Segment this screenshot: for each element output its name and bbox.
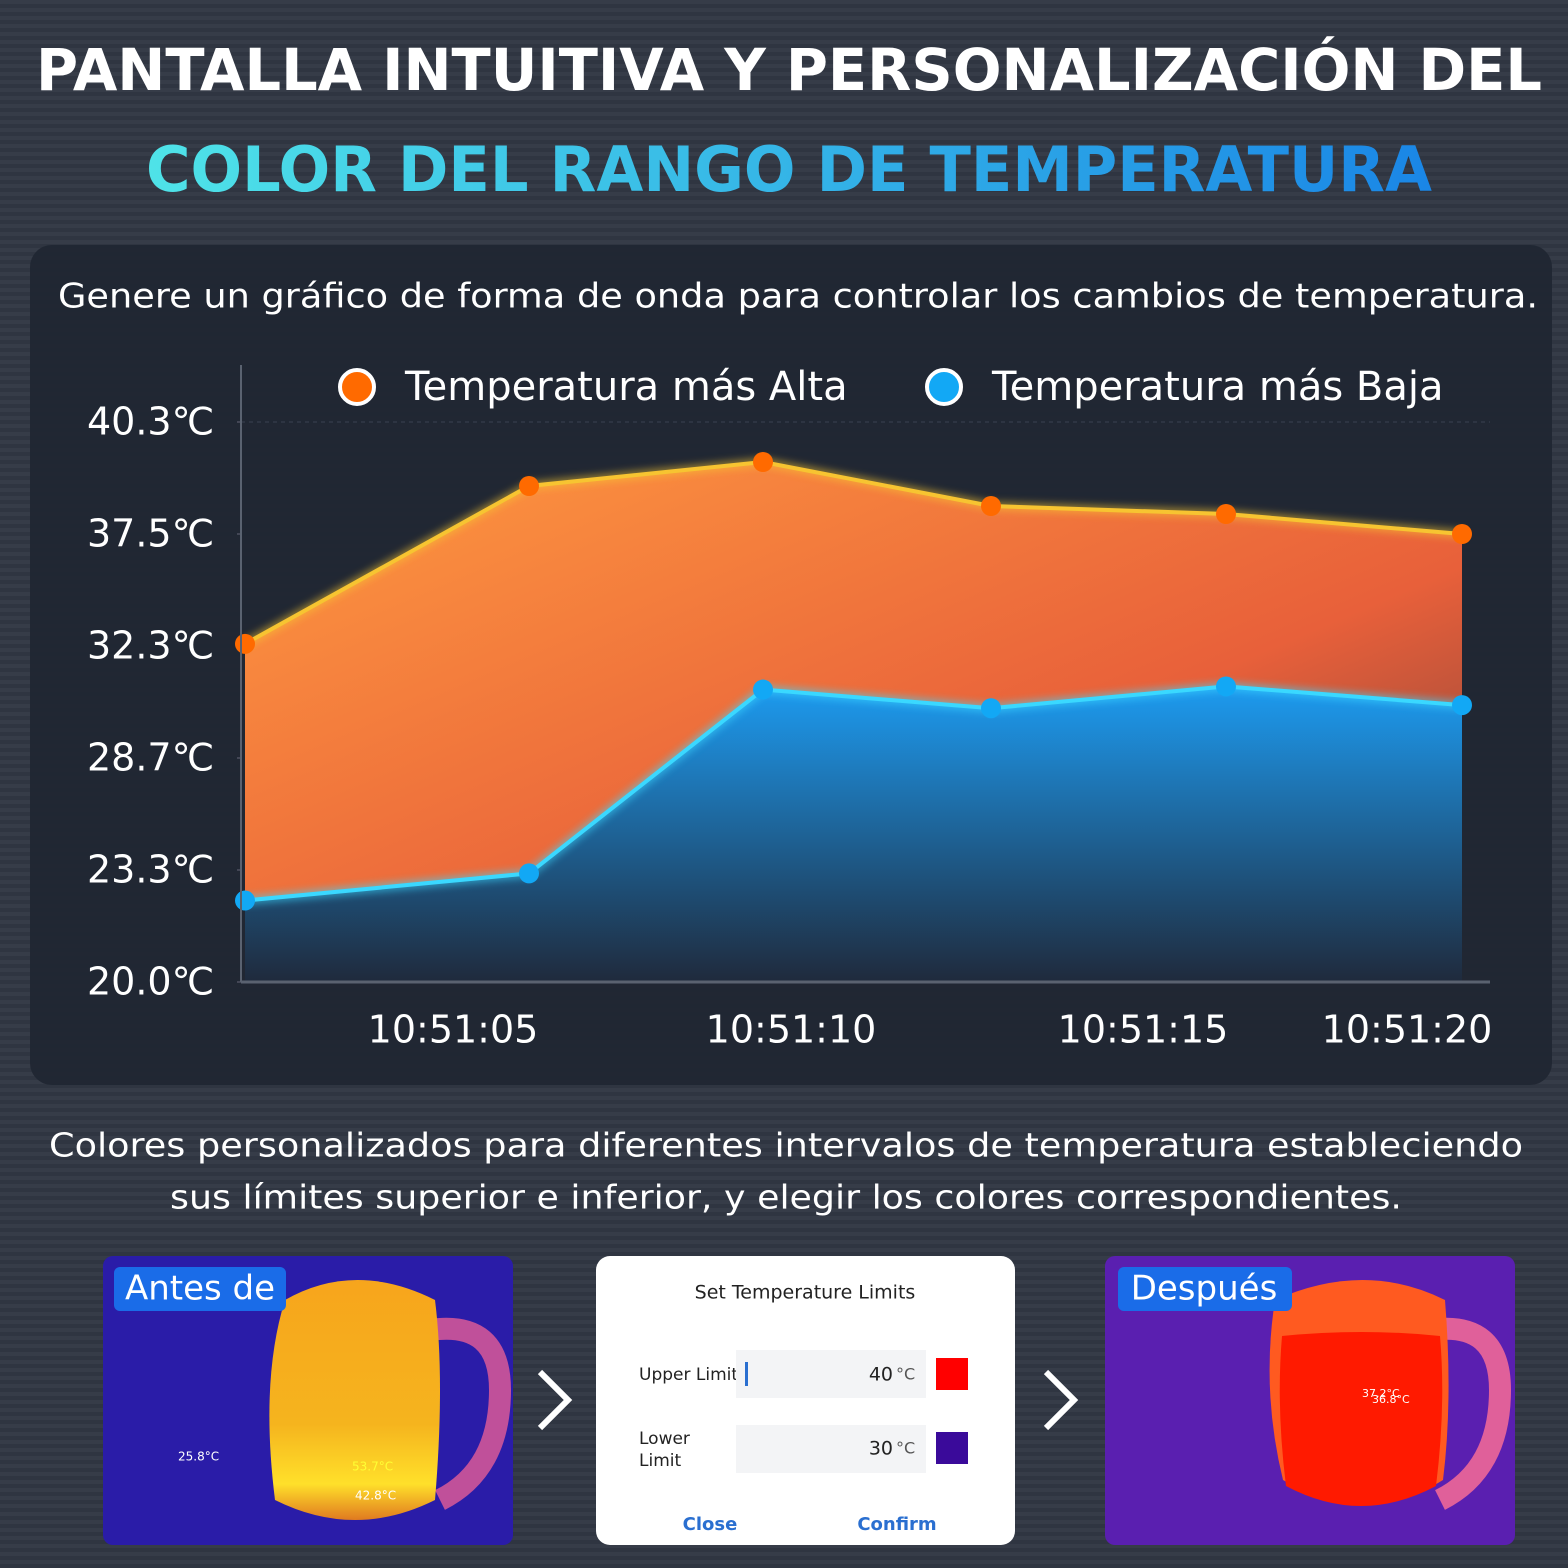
dialog-title: Set Temperature Limits — [695, 1282, 916, 1304]
x-tick-label: 10:51:20 — [1322, 1008, 1493, 1052]
point — [753, 679, 773, 700]
y-tick-label: 32.3℃ — [87, 624, 214, 668]
description: Colores personalizados para diferentes i… — [49, 1126, 1523, 1165]
arrow — [1043, 1369, 1079, 1431]
title: PANTALLA INTUITIVA Y PERSONALIZACIÓN DEL — [36, 35, 1542, 104]
field-unit: °C — [896, 1365, 915, 1384]
field-value: 40 — [869, 1364, 893, 1386]
description: sus límites superior e inferior, y elegi… — [170, 1178, 1402, 1217]
legend-marker — [925, 368, 963, 406]
area — [245, 686, 1462, 982]
image-label: Antes de — [125, 1269, 275, 1309]
point — [1216, 504, 1236, 524]
legend-label: Temperatura más Alta — [404, 364, 848, 410]
x-tick-label: 10:51:15 — [1058, 1008, 1229, 1052]
title: COLOR DEL RANGO DE TEMPERATURA — [146, 133, 1432, 206]
color-swatch[interactable] — [936, 1358, 968, 1390]
field-label: Upper Limit — [639, 1365, 738, 1385]
point — [235, 890, 255, 911]
y-tick-label: 28.7℃ — [87, 736, 214, 780]
line — [244, 684, 1463, 903]
point — [1452, 695, 1472, 716]
point — [981, 698, 1001, 719]
y-tick-label: 37.5℃ — [87, 512, 214, 556]
point — [519, 863, 539, 884]
x-tick-label: 10:51:10 — [706, 1008, 877, 1052]
point — [519, 476, 539, 496]
limits-dialog: Set Temperature Limits Upper Limit 40 °C… — [596, 1256, 1015, 1545]
reading: 36.8°C — [1372, 1393, 1410, 1406]
reading: 25.8°C — [178, 1450, 219, 1464]
confirm-button[interactable]: Confirm — [857, 1514, 936, 1535]
reading: 42.8°C — [355, 1489, 396, 1503]
point — [981, 496, 1001, 516]
field-value: 30 — [869, 1438, 893, 1460]
field-unit: °C — [896, 1439, 915, 1458]
y-tick-label: 40.3℃ — [87, 400, 214, 444]
close-button[interactable]: Close — [683, 1514, 738, 1535]
arrow — [537, 1369, 573, 1431]
before-image: Antes de 25.8°C 53.7°C 42.8°C — [103, 1256, 513, 1545]
y-tick-label: 23.3℃ — [87, 848, 214, 892]
image-label: Después — [1131, 1269, 1278, 1309]
point — [753, 452, 773, 472]
legend-marker — [338, 368, 376, 406]
chart-subtitle: Genere un gráfico de forma de onda para … — [58, 277, 1538, 317]
chart: 20.0℃ 23.3℃ 28.7℃ 32.3℃ 37.5℃ 40.3℃ 10:51:05 10… — [87, 364, 1492, 1052]
point — [1216, 676, 1236, 697]
reading: 53.7°C — [352, 1460, 393, 1474]
legend-label: Temperatura más Baja — [991, 364, 1443, 410]
color-swatch[interactable] — [936, 1432, 968, 1464]
reading: 37.2°C — [1362, 1387, 1400, 1400]
field-label: Limit — [639, 1451, 681, 1471]
field-label: Lower — [639, 1429, 690, 1449]
after-image: Después 37.2°C 36.8°C — [1105, 1256, 1515, 1545]
line — [244, 459, 1463, 646]
y-tick-label: 20.0℃ — [87, 960, 214, 1004]
point — [1452, 524, 1472, 544]
x-tick-label: 10:51:05 — [368, 1008, 539, 1052]
point — [235, 633, 255, 654]
